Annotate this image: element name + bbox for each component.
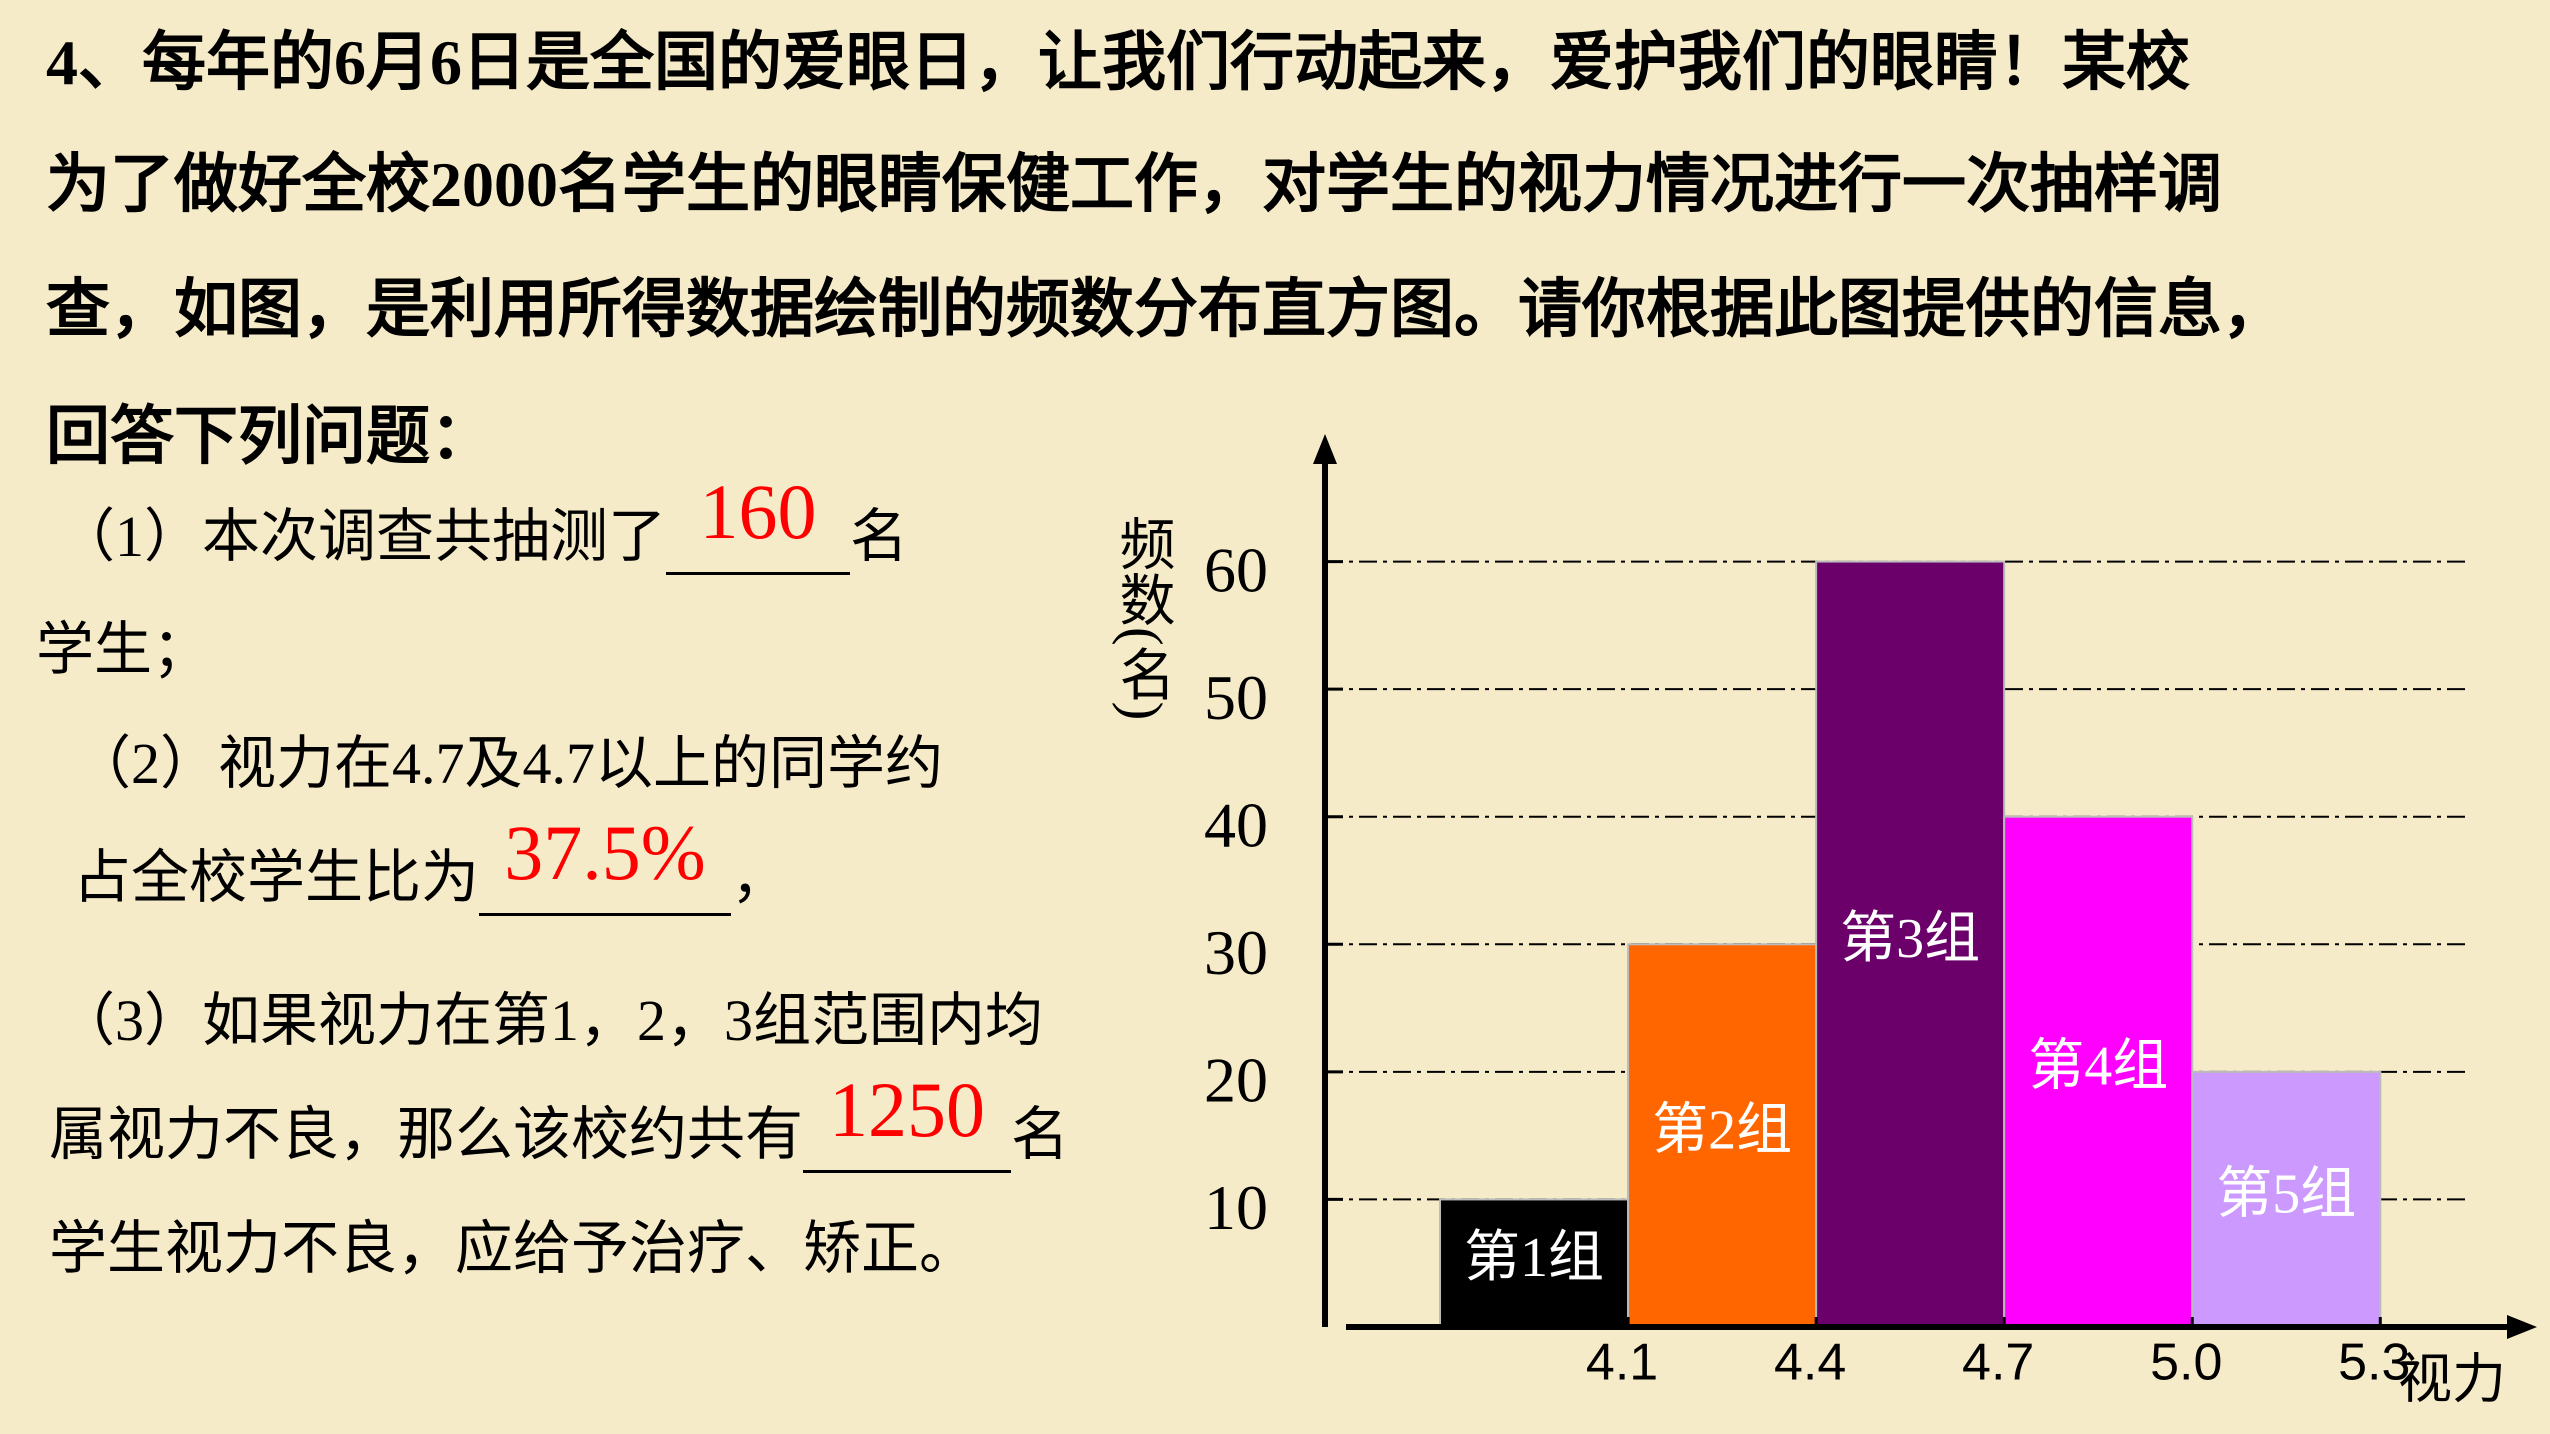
part-text: 占全校学生比为 — [73, 845, 480, 910]
bar — [1627, 943, 1818, 1328]
part-line: 学生视力不良，应给予治疗、矫正。 — [49, 1204, 977, 1294]
x-axis-arrow — [2507, 1315, 2537, 1339]
x-tick-label: 4.4 — [1774, 1334, 1846, 1392]
x-axis-label: 视力 — [2398, 1349, 2506, 1409]
bar-label: 第3组 — [1840, 908, 1980, 970]
part-line: （2）视力在4.7及4.7以上的同学约 — [73, 719, 943, 809]
y-tick-label: 40 — [1204, 789, 1268, 860]
x-tick-label: 5.0 — [2150, 1334, 2222, 1392]
y-tick-label: 60 — [1204, 534, 1268, 605]
stem-line: 回答下列问题： — [46, 401, 494, 472]
stem-line: 查，如图，是利用所得数据绘制的频数分布直方图。请你根据此图提供的信息， — [46, 274, 2286, 345]
part-text: （2）视力在4.7及4.7以上的同学约 — [73, 731, 944, 796]
part-text: 学生； — [36, 617, 211, 682]
part-line: （1）本次调查共抽测了 160 名 — [57, 473, 909, 582]
bar — [2191, 1070, 2382, 1329]
bar-label: 第5组 — [2216, 1163, 2356, 1225]
x-tick-label: 5.3 — [2338, 1334, 2410, 1392]
bar-label: 第4组 — [2028, 1036, 2168, 1098]
bar — [1439, 1198, 1630, 1329]
part-line: （3）如果视力在第1，2，3组范围内均 — [57, 976, 1043, 1066]
answer: 37.5% — [504, 809, 706, 896]
part-text: 名 — [850, 504, 909, 569]
y-tick-label: 10 — [1204, 1172, 1268, 1243]
bar-label: 第2组 — [1652, 1099, 1792, 1161]
answer-blank: 1250 — [803, 1071, 1012, 1173]
part-text: （1）本次调查共抽测了 — [57, 504, 667, 569]
bar-label: 第1组 — [1464, 1227, 1604, 1289]
y-axis-label: 频数(名) — [1111, 515, 1173, 721]
stem-line: 为了做好全校2000名学生的眼睛保健工作，对学生的视力情况进行一次抽样调 — [46, 149, 2222, 220]
y-axis-arrow — [1313, 434, 1337, 464]
x-tick-label: 4.7 — [1962, 1334, 2034, 1392]
stem-line: 4、每年的6月6日是全国的爱眼日，让我们行动起来，爱护我们的眼睛！某校 — [46, 27, 2190, 98]
part-line: 属视力不良，那么该校约共有 1250 名 — [49, 1071, 1070, 1180]
answer: 1250 — [829, 1066, 986, 1153]
part-line: 学生； — [36, 605, 210, 695]
part-text: 属视力不良，那么该校约共有 — [49, 1102, 804, 1167]
part-text: ， — [731, 845, 790, 910]
part-line: 占全校学生比为 37.5%， — [73, 814, 790, 923]
part-text: （3）如果视力在第1，2，3组范围内均 — [57, 988, 1044, 1053]
part-text: 学生视力不良，应给予治疗、矫正。 — [49, 1216, 978, 1281]
y-tick-label: 20 — [1204, 1045, 1268, 1116]
answer-blank: 37.5% — [479, 814, 732, 916]
answer-blank: 160 — [666, 473, 851, 575]
y-tick-label: 50 — [1204, 662, 1268, 733]
bar — [2003, 815, 2194, 1328]
x-tick-label: 4.1 — [1586, 1334, 1658, 1392]
y-tick-label: 30 — [1204, 917, 1268, 988]
answer: 160 — [699, 468, 817, 555]
part-text: 名 — [1011, 1102, 1070, 1167]
bar — [1815, 560, 2006, 1328]
